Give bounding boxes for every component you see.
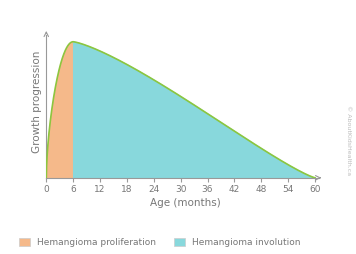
Text: © AboutKidsHealth.ca: © AboutKidsHealth.ca xyxy=(346,105,351,175)
X-axis label: Age (months): Age (months) xyxy=(150,198,220,208)
Legend: Hemangioma proliferation, Hemangioma involution: Hemangioma proliferation, Hemangioma inv… xyxy=(19,238,300,247)
Y-axis label: Growth progression: Growth progression xyxy=(32,50,42,153)
